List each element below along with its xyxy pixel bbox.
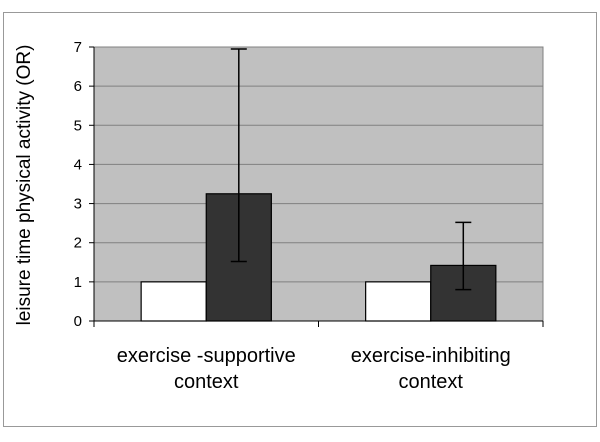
y-tick-label: 7 <box>74 39 82 56</box>
x-category-label: context <box>399 371 464 393</box>
y-tick-label: 6 <box>74 78 82 95</box>
x-category-label: exercise -supportive <box>117 345 296 367</box>
y-tick-label: 2 <box>74 235 82 252</box>
y-tick-label: 5 <box>74 117 82 134</box>
y-tick-label: 4 <box>74 156 82 173</box>
x-category-label: context <box>174 371 239 393</box>
y-axis-title: leisure time physical activity (OR) <box>14 45 35 326</box>
x-category-label: exercise-inhibiting <box>351 345 511 367</box>
y-tick-label: 3 <box>74 196 82 213</box>
bar <box>365 281 432 322</box>
y-tick-label: 1 <box>74 274 82 291</box>
y-tick-label: 0 <box>74 313 82 330</box>
bar <box>140 281 207 322</box>
